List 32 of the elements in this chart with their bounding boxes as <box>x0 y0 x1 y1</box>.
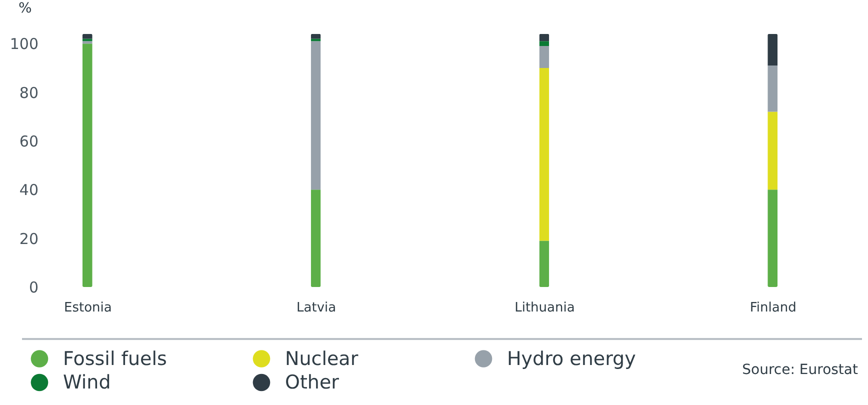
y-tick-label: 60 <box>19 132 38 150</box>
source-note: Source: Eurostat <box>742 362 858 378</box>
legend-label: Other <box>285 372 340 394</box>
x-tick-label: Estonia <box>64 300 112 316</box>
y-tick-label: 0 <box>28 278 38 296</box>
legend-label: Hydro energy <box>507 348 636 370</box>
y-tick-label: 80 <box>19 84 38 102</box>
bar <box>310 38 321 42</box>
bar <box>768 190 778 287</box>
bar <box>310 190 321 287</box>
bar <box>82 44 92 287</box>
bar <box>539 34 550 42</box>
bar <box>539 240 550 287</box>
bar <box>539 41 550 46</box>
x-tick-label: Latvia <box>296 300 336 316</box>
bar <box>310 41 321 190</box>
bar <box>82 41 92 44</box>
x-tick-label: Finland <box>750 300 796 316</box>
bar <box>768 34 778 66</box>
bar <box>539 68 550 241</box>
bar <box>768 66 778 112</box>
legend-label: Fossil fuels <box>63 348 167 370</box>
bar <box>768 112 778 190</box>
y-tick-label: 20 <box>19 230 38 248</box>
y-tick-label: 100 <box>10 35 38 54</box>
legend-label: Wind <box>63 372 111 394</box>
y-axis-title: % <box>18 0 32 16</box>
x-tick-label: Lithuania <box>514 300 575 316</box>
y-tick-label: 40 <box>19 181 38 200</box>
legend-label: Nuclear <box>285 348 358 370</box>
bar <box>82 38 92 42</box>
bar <box>539 46 550 68</box>
